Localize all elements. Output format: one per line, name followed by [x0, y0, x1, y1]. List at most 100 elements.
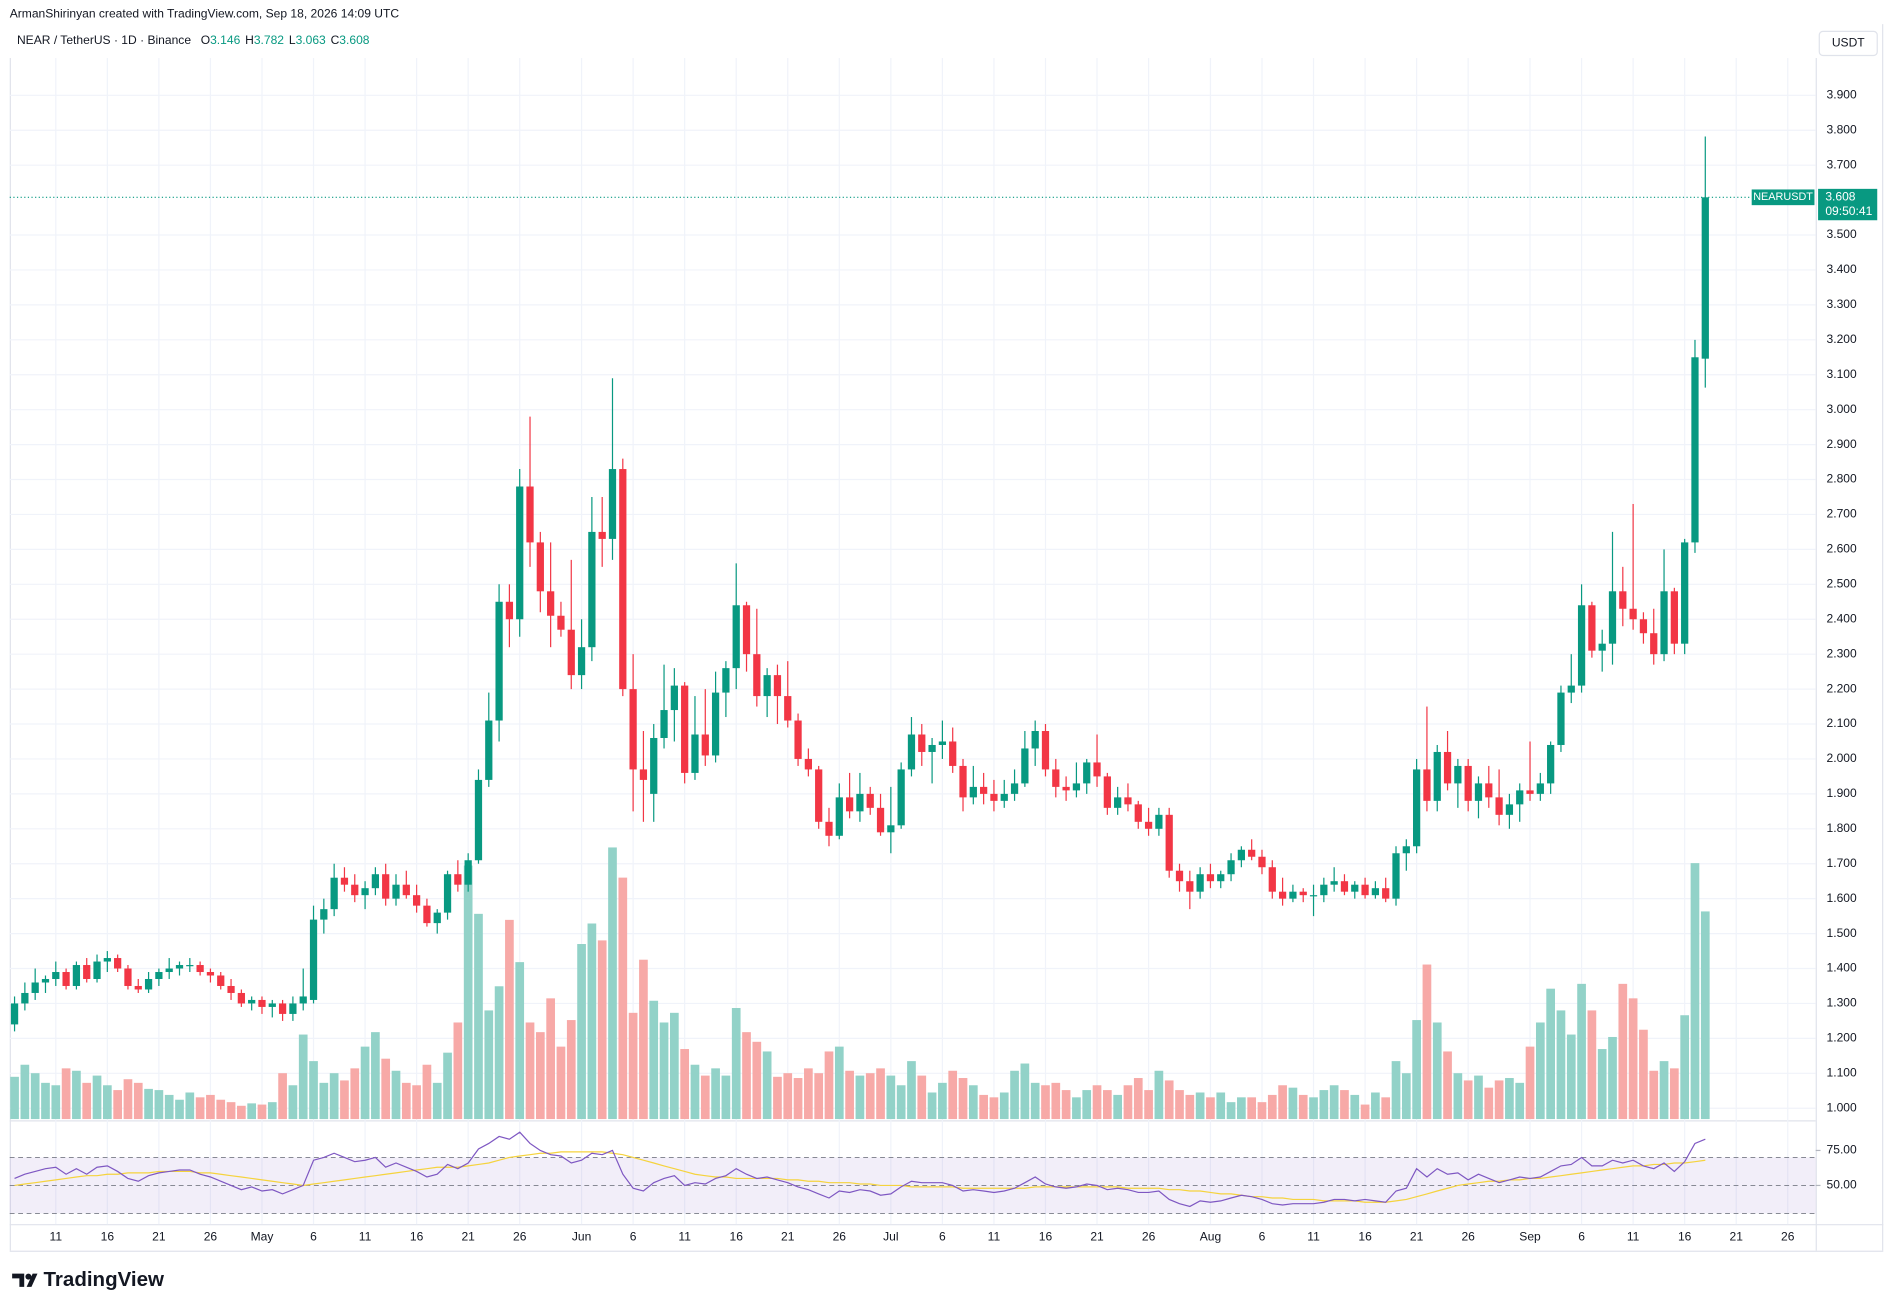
- y-tick-label: 1.100: [1827, 1065, 1857, 1079]
- volume-bar: [401, 1082, 411, 1120]
- candle-body: [691, 734, 699, 773]
- volume-bar: [1164, 1080, 1174, 1120]
- candle-body: [784, 696, 792, 721]
- volume-bar: [1267, 1094, 1277, 1120]
- x-tick-label: 11: [988, 1230, 1001, 1244]
- candle-body: [93, 961, 101, 979]
- y-tick-label: 2.600: [1827, 542, 1857, 556]
- candle-body: [1268, 867, 1276, 892]
- volume-bar: [278, 1073, 287, 1120]
- candle-body: [495, 601, 503, 721]
- x-tick-label: 6: [310, 1230, 317, 1244]
- candle-body: [175, 965, 184, 969]
- candle-body: [258, 999, 266, 1007]
- candle-body: [619, 469, 627, 690]
- candle-body: [928, 744, 936, 752]
- y-tick-label: 2.100: [1827, 716, 1857, 730]
- volume-bar: [752, 1041, 762, 1120]
- ohlc-letter: H: [245, 33, 254, 47]
- attribution: ArmanShirinyan created with TradingView.…: [10, 7, 400, 21]
- candle-body: [1392, 853, 1400, 899]
- candle-body: [227, 985, 235, 993]
- y-tick-label: 2.000: [1827, 751, 1857, 765]
- candle-body: [1196, 874, 1204, 892]
- candle-body: [402, 884, 410, 896]
- candle-body: [412, 895, 421, 906]
- candle-body: [340, 877, 349, 885]
- volume-bar: [185, 1092, 195, 1120]
- candle-body: [144, 978, 153, 990]
- volume-bar: [649, 1000, 659, 1120]
- candle-body: [1175, 870, 1184, 882]
- candle-body: [1083, 762, 1091, 784]
- volume-bar: [1556, 1010, 1566, 1120]
- volume-bar: [958, 1078, 968, 1120]
- volume-bar: [865, 1073, 875, 1120]
- candle-body: [1031, 731, 1039, 749]
- volume-bar: [1566, 1034, 1576, 1120]
- candle-body: [1062, 786, 1070, 791]
- volume-bar: [525, 1022, 535, 1120]
- volume-bar: [484, 1010, 494, 1120]
- x-tick-label: 16: [1039, 1230, 1053, 1244]
- volume-bar: [597, 940, 607, 1120]
- volume-bar: [1587, 1010, 1597, 1120]
- candle-body: [1454, 765, 1462, 784]
- volume-bar: [1515, 1082, 1525, 1120]
- candle-body: [1608, 591, 1617, 644]
- candle-body: [1516, 790, 1524, 805]
- y-tick-label: 1.700: [1827, 856, 1857, 870]
- volume-bar: [1133, 1078, 1143, 1120]
- candle-body: [1134, 804, 1142, 822]
- candle-body: [660, 710, 668, 738]
- candle-body: [382, 874, 390, 899]
- candle-body: [248, 999, 256, 1004]
- candle-body: [1526, 790, 1534, 794]
- volume-bar: [474, 913, 483, 1120]
- volume-bar: [92, 1075, 102, 1120]
- candle-body: [598, 531, 606, 539]
- volume-bar: [51, 1085, 61, 1120]
- volume-bar: [1298, 1094, 1308, 1120]
- currency-button[interactable]: [1818, 30, 1878, 57]
- x-tick-label: 21: [781, 1230, 795, 1244]
- volume-bar: [1700, 911, 1710, 1120]
- x-tick-label: 16: [1678, 1230, 1692, 1244]
- volume-bar: [1639, 1029, 1648, 1120]
- volume-bar: [175, 1099, 184, 1120]
- volume-bar: [371, 1032, 380, 1120]
- y-tick-label: 1.000: [1827, 1100, 1857, 1114]
- volume-bar: [587, 923, 597, 1120]
- ohlc-value: 3.608: [339, 33, 369, 47]
- candle-body: [907, 734, 916, 770]
- candle-body: [722, 668, 730, 693]
- volume-bar: [1463, 1080, 1473, 1120]
- volume-bar: [453, 1022, 463, 1120]
- volume-bar: [309, 1061, 318, 1120]
- candle-body: [1639, 619, 1648, 634]
- volume-bar: [824, 1051, 834, 1120]
- currency-label[interactable]: USDT: [1832, 36, 1865, 50]
- volume-bar: [1422, 964, 1432, 1120]
- y-tick-label: 1.200: [1827, 1031, 1857, 1045]
- volume-bar: [1391, 1061, 1401, 1120]
- candle-body: [1557, 692, 1565, 745]
- volume-bar: [1041, 1085, 1050, 1120]
- symbol-legend: NEAR / TetherUS · 1D · Binance O3.146 H3.7…: [17, 33, 370, 47]
- x-tick-label: May: [251, 1230, 274, 1244]
- x-tick-label: Aug: [1200, 1230, 1221, 1244]
- volume-bar: [886, 1075, 896, 1120]
- volume-bar: [257, 1104, 267, 1120]
- ohlc-letter: L: [289, 33, 296, 47]
- y-tick-label: 3.300: [1827, 297, 1857, 311]
- volume-bar: [927, 1092, 937, 1120]
- candle-body: [1670, 591, 1678, 644]
- candle-body: [186, 965, 194, 967]
- candle-body: [1144, 821, 1153, 829]
- volume-bar: [1206, 1097, 1215, 1120]
- candle-body: [1186, 881, 1194, 892]
- candle-body: [1320, 884, 1328, 896]
- brand-logo: TradingView: [12, 1268, 164, 1291]
- candle-body: [711, 692, 720, 756]
